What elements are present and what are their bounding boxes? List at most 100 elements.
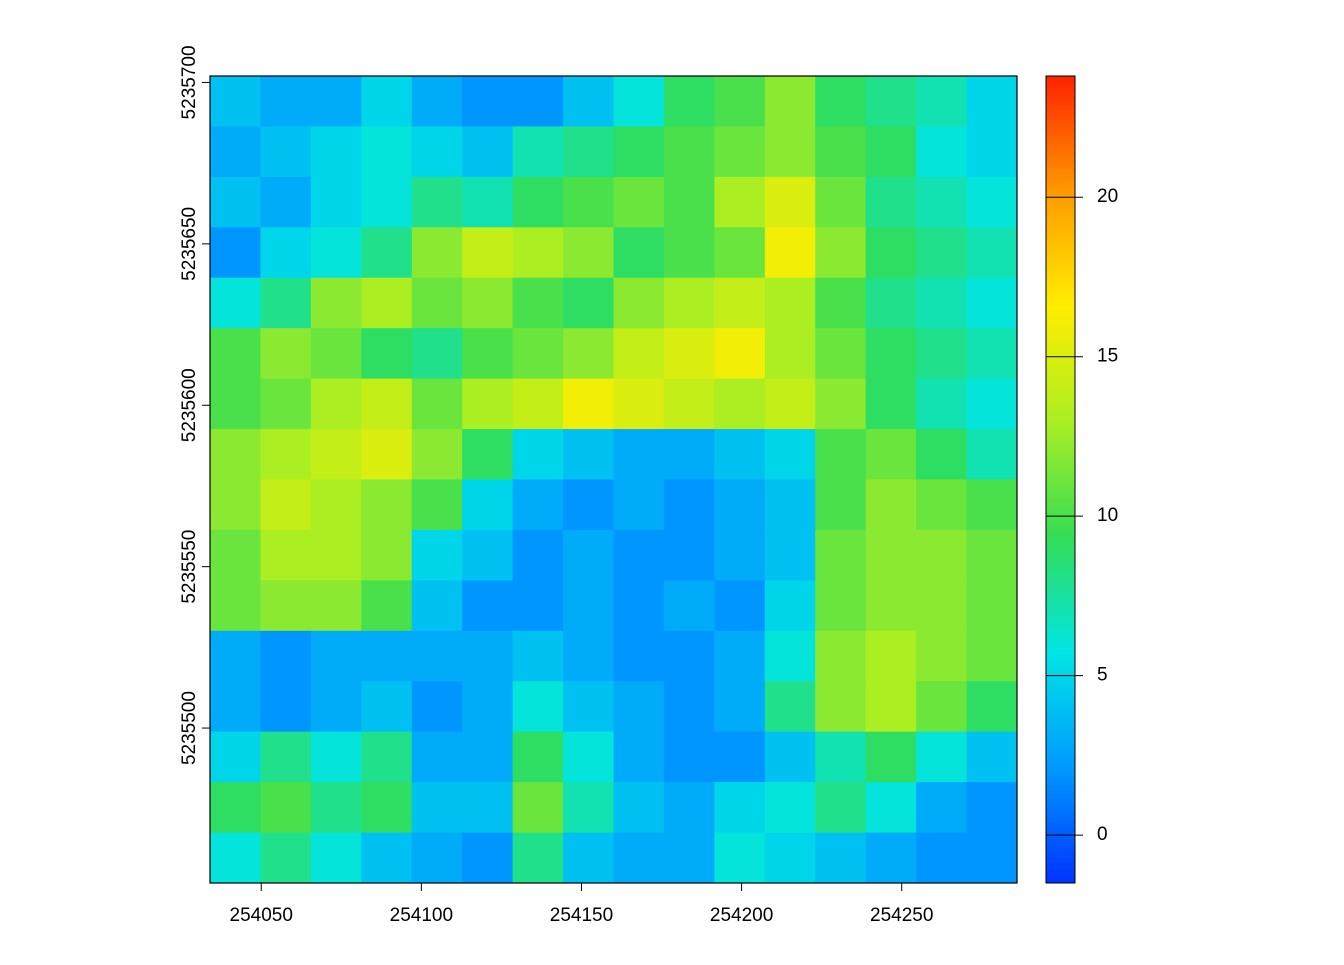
raster-cell: [966, 681, 1018, 733]
raster-cell: [764, 681, 816, 733]
raster-cell: [512, 328, 564, 380]
raster-cell: [966, 176, 1018, 228]
raster-cell: [210, 277, 261, 329]
colorbar-tick-label: 5: [1097, 665, 1108, 686]
raster-cell: [613, 479, 665, 531]
raster-cell: [966, 731, 1018, 783]
raster-cell: [815, 630, 867, 682]
raster-cell: [411, 176, 463, 228]
raster-cell: [865, 580, 917, 632]
raster-cell: [865, 630, 917, 682]
raster-cell: [663, 429, 715, 480]
raster-cell: [310, 832, 362, 884]
raster-cell: [411, 731, 463, 783]
raster-cell: [613, 731, 665, 783]
raster-cell: [815, 782, 867, 834]
y-tick-label: 5235550: [179, 530, 200, 604]
raster-cell: [613, 429, 665, 480]
raster-cell: [916, 630, 968, 682]
raster-cell: [512, 227, 564, 279]
raster-cell: [512, 126, 564, 178]
x-tick-label: 254050: [230, 905, 293, 926]
raster-cell: [865, 479, 917, 531]
raster-cell: [916, 328, 968, 380]
raster-cell: [714, 378, 766, 430]
raster-cell: [512, 580, 564, 632]
raster-cell: [815, 277, 867, 329]
raster-cell: [512, 681, 564, 733]
raster-cell: [714, 782, 766, 834]
raster-cell: [714, 630, 766, 682]
raster-cell: [663, 277, 715, 329]
raster-cell: [764, 76, 816, 127]
raster-cell: [260, 328, 312, 380]
raster-cell: [815, 328, 867, 380]
raster-cell: [310, 731, 362, 783]
raster-cell: [916, 227, 968, 279]
raster-cell: [210, 429, 261, 480]
raster-cell: [663, 328, 715, 380]
raster-cell: [361, 176, 413, 228]
raster-cell: [512, 76, 564, 127]
raster-cell: [310, 580, 362, 632]
raster-cell: [865, 126, 917, 178]
raster-cell: [462, 227, 514, 279]
raster-cell: [210, 731, 261, 783]
raster-cell: [260, 378, 312, 430]
raster-cell: [210, 529, 261, 581]
raster-cell: [764, 529, 816, 581]
raster-cell: [916, 429, 968, 480]
raster-cell: [462, 832, 514, 884]
raster-cell: [865, 429, 917, 480]
raster-cell: [663, 782, 715, 834]
raster-cell: [462, 126, 514, 178]
raster-cell: [411, 277, 463, 329]
raster-cell: [663, 76, 715, 127]
raster-cell: [361, 277, 413, 329]
raster-cell: [714, 681, 766, 733]
raster-cell: [411, 429, 463, 480]
raster-cell: [714, 429, 766, 480]
raster-cell: [411, 580, 463, 632]
raster-cell: [764, 731, 816, 783]
raster-cell: [966, 429, 1018, 480]
raster-cell: [462, 378, 514, 430]
plot-frame: [209, 75, 1018, 884]
raster-cell: [815, 731, 867, 783]
raster-cell: [663, 832, 715, 884]
raster-cell: [462, 630, 514, 682]
raster-cell: [411, 227, 463, 279]
raster-cell: [613, 681, 665, 733]
raster-cell: [714, 328, 766, 380]
colorbar-tick-label: 15: [1097, 346, 1118, 367]
raster-cell: [916, 126, 968, 178]
raster-cell: [462, 681, 514, 733]
raster-cell: [966, 832, 1018, 884]
raster-cell: [865, 76, 917, 127]
raster-cell: [613, 378, 665, 430]
raster-cell: [310, 76, 362, 127]
raster-cell: [210, 227, 261, 279]
raster-cell: [411, 832, 463, 884]
raster-cell: [764, 126, 816, 178]
raster-cell: [361, 479, 413, 531]
raster-cell: [865, 731, 917, 783]
raster-cell: [361, 580, 413, 632]
raster-cell: [512, 630, 564, 682]
raster-cell: [613, 277, 665, 329]
raster-cell: [260, 176, 312, 228]
raster-cell: [966, 580, 1018, 632]
y-tick-label: 5235500: [179, 691, 200, 765]
raster-cell: [310, 630, 362, 682]
raster-cell: [815, 529, 867, 581]
raster-cell: [613, 126, 665, 178]
x-tick-label: 254250: [870, 905, 933, 926]
raster-cell: [613, 580, 665, 632]
raster-cell: [210, 126, 261, 178]
raster-cell: [865, 227, 917, 279]
raster-cell: [260, 479, 312, 531]
raster-cell: [966, 479, 1018, 531]
raster-cell: [260, 782, 312, 834]
raster-cell: [613, 832, 665, 884]
